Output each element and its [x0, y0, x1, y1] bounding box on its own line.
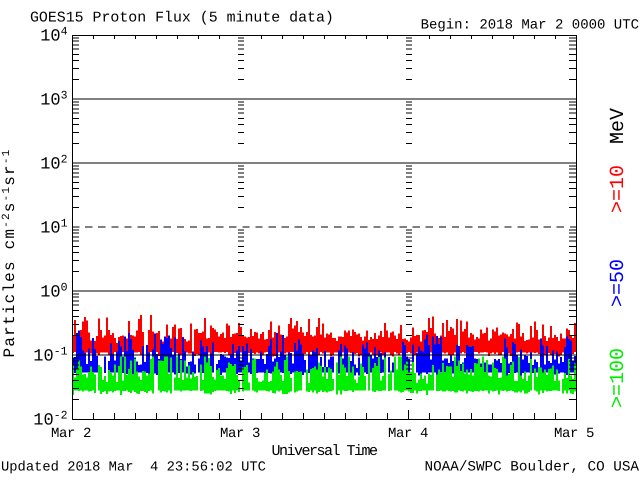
svg-text:104: 104 — [40, 26, 67, 47]
svg-text:Particles cm-2s-1sr-1: Particles cm-2s-1sr-1 — [1, 149, 19, 358]
svg-text:Begin: 2018 Mar 2 0000 UTC: Begin: 2018 Mar 2 0000 UTC — [421, 18, 639, 34]
svg-text:Mar 5: Mar 5 — [554, 426, 594, 442]
svg-text:10-2: 10-2 — [33, 410, 67, 431]
svg-text:102: 102 — [40, 154, 67, 175]
svg-text:Mar 4: Mar 4 — [388, 426, 428, 442]
svg-text:Mar 3: Mar 3 — [220, 426, 260, 442]
svg-text:Universal Time: Universal Time — [271, 443, 378, 460]
svg-text:>=100: >=100 — [607, 348, 630, 408]
svg-text:GOES15 Proton Flux (5 minute d: GOES15 Proton Flux (5 minute data) — [30, 11, 334, 27]
svg-text:101: 101 — [40, 218, 67, 239]
svg-text:Updated 2018 Mar 4 23:56:02 U: Updated 2018 Mar 4 23:56:02 UTC — [1, 461, 266, 476]
svg-text:103: 103 — [40, 90, 67, 111]
svg-text:Mar 2: Mar 2 — [51, 426, 91, 442]
svg-text:>=10: >=10 — [607, 165, 630, 213]
svg-text:NOAA/SWPC Boulder, CO USA: NOAA/SWPC Boulder, CO USA — [425, 460, 640, 476]
svg-text:>=50: >=50 — [607, 259, 630, 307]
svg-text:MeV: MeV — [607, 108, 630, 144]
svg-text:10-1: 10-1 — [33, 346, 67, 367]
svg-text:100: 100 — [40, 282, 67, 303]
